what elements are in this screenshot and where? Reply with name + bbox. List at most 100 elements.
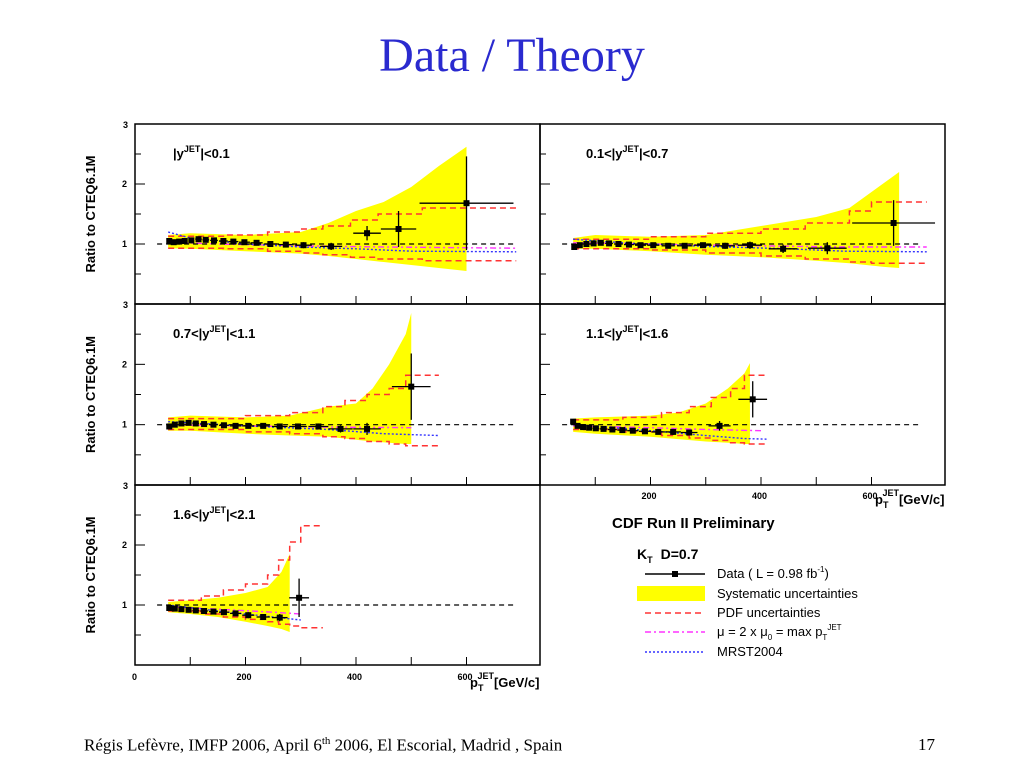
chart-panel-4: 1.1<|yJET|<1.6 (539, 303, 946, 486)
legend-band-swatch (637, 586, 705, 601)
systematic-band (573, 363, 750, 444)
systematic-band (168, 554, 290, 632)
data-point-7 (614, 241, 623, 247)
data-point-1 (571, 244, 578, 250)
data-point-5 (192, 607, 200, 614)
data-marker (171, 421, 178, 428)
data-point-2 (576, 242, 583, 249)
data-point-10 (242, 422, 255, 429)
x-axis-label-right-part-2: JET (882, 488, 899, 498)
data-point-5 (192, 420, 200, 427)
data-point-12 (272, 423, 288, 430)
legend: Data ( L = 0.98 fb-1​) Systematic uncerta… (637, 565, 858, 659)
legend-item-scale: μ = 2 x μ0​ = max pT​JET​ (645, 623, 842, 642)
data-marker (296, 594, 303, 601)
data-point-18 (852, 200, 936, 246)
data-point-14 (308, 423, 329, 430)
y-tick-label: 2 (122, 540, 127, 550)
data-point-12 (250, 239, 263, 246)
chart-panel-2: 0.1<|yJET|<0.7 (539, 123, 946, 305)
data-marker (232, 610, 239, 617)
data-point-10 (638, 428, 652, 435)
rapidity-label-range: |<0.7 (639, 146, 668, 161)
data-point-13 (289, 578, 310, 617)
chart-panel-3: 1 2 3 Ratio to CTEQ6.1M 0.7<|yJET|<1.1 (83, 300, 541, 486)
data-marker (276, 423, 283, 430)
data-marker (576, 242, 583, 249)
data-marker (395, 226, 402, 232)
data-point-12 (677, 242, 693, 249)
data-point-4 (185, 606, 192, 613)
y-axis-label: Ratio to CTEQ6.1M (83, 155, 98, 272)
legend-label-data: Data ( L = 0.98 fb-1​) (717, 565, 829, 581)
data-point-5 (597, 239, 605, 246)
x-tick-label: 400 (752, 491, 767, 501)
data-point-6 (200, 421, 208, 428)
data-marker (722, 242, 729, 249)
data-point-8 (623, 241, 634, 248)
x-axis-label-left: pT JET[GeV/c] (470, 671, 539, 693)
data-point-4 (185, 419, 192, 426)
data-point-4 (586, 424, 593, 431)
data-marker (300, 242, 307, 249)
data-point-8 (617, 427, 628, 434)
plot-area (562, 172, 936, 268)
rapidity-label: |yJET|<0.1 (173, 144, 230, 161)
x-axis-label-left-part-0: p (470, 675, 478, 690)
legend-label-scale-part-0: μ = 2 x μ (717, 624, 768, 639)
data-marker (176, 238, 183, 245)
data-point-18 (380, 211, 417, 247)
data-point-11 (238, 239, 250, 246)
data-marker (625, 241, 632, 248)
data-point-14 (278, 241, 294, 248)
data-marker (267, 241, 274, 247)
data-point-12 (272, 614, 288, 622)
x-tick-label: 200 (237, 672, 252, 682)
data-marker (178, 606, 185, 613)
plot-area (157, 146, 517, 271)
x-tick-label: 400 (347, 672, 362, 682)
data-marker (890, 220, 897, 226)
data-point-6 (599, 425, 608, 432)
data-marker (192, 420, 199, 427)
data-marker (185, 606, 192, 613)
legend-label-data-part-0: Data ( L = 0.98 fb (717, 566, 817, 581)
data-point-3 (580, 424, 587, 431)
data-point-7 (607, 426, 617, 433)
data-point-10 (242, 612, 255, 619)
data-point-5 (188, 237, 195, 244)
mrst-line (573, 423, 767, 440)
data-marker (260, 614, 267, 620)
mrst-line (573, 238, 927, 253)
slide-footer: Régis Lefèvre, IMFP 2006, April 6th 2006… (84, 735, 562, 756)
rapidity-label-text: |y (173, 146, 185, 161)
y-tick-label: 1 (122, 239, 127, 249)
rapidity-label: 0.7<|yJET|<1.1 (173, 324, 255, 341)
y-tick-label: 1 (122, 600, 127, 610)
data-marker (171, 605, 178, 612)
pdf-upper-line (168, 207, 517, 237)
data-marker (201, 608, 208, 614)
y-axis-label: Ratio to CTEQ6.1M (83, 516, 98, 633)
legend-label-pdf-part-0: PDF uncertainties (717, 605, 821, 620)
data-point-10 (228, 238, 239, 245)
legend-item-syst: Systematic uncertainties (637, 586, 858, 601)
rapidity-label-sup: JET (184, 144, 201, 154)
data-point-1 (570, 418, 577, 425)
data-marker (749, 396, 756, 403)
pdf-upper-line (573, 201, 927, 240)
data-marker (220, 238, 227, 244)
plot-area (157, 525, 517, 632)
data-marker (408, 383, 415, 390)
data-point-9 (635, 242, 647, 249)
data-point-19 (419, 156, 514, 250)
rapidity-label-sup: JET (623, 144, 640, 154)
legend-label-scale-part-1: 0 (768, 633, 773, 642)
data-marker (282, 241, 289, 248)
data-point-7 (202, 236, 210, 243)
rapidity-label-sup: JET (210, 324, 227, 334)
pdf-lower-line (168, 247, 517, 262)
data-marker (232, 422, 239, 429)
data-point-17 (391, 353, 431, 420)
data-marker (337, 425, 344, 432)
